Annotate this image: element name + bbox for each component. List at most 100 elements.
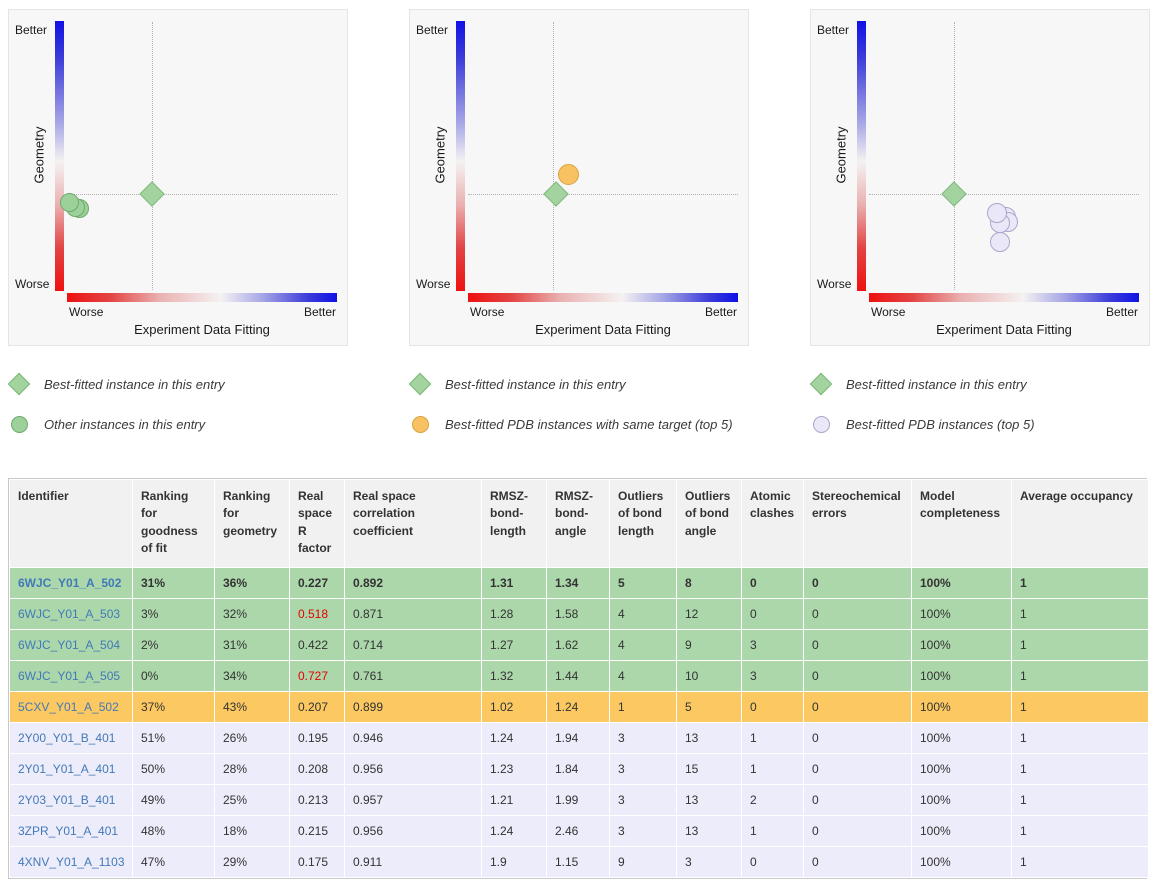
table-cell: 2% [132,629,215,661]
instances-table: Identifier Ranking for goodness of fit Ran… [9,479,1149,878]
table-cell: 1.02 [481,691,547,723]
table-row: 2Y01_Y01_A_401 50% 28% 0.208 0.956 1.23 1.84 3 1… [9,753,1149,785]
table-cell: 0.871 [344,598,482,630]
identifier-link[interactable]: 6WJC_Y01_A_505 [18,669,121,683]
table-cell: 3 [609,784,677,816]
table-cell: 1 [1011,846,1149,878]
quality-slider-panel-same-target: Better Worse Geometry Worse Better Exper… [409,9,749,346]
table-cell: 3 [741,660,804,692]
table-cell: 1 [741,722,804,754]
marker-layer [9,10,347,345]
table-cell: 0 [803,784,912,816]
marker-layer [410,10,748,345]
legend-label: Best-fitted instance in this entry [445,376,626,392]
table-cell: 48% [132,815,215,847]
table-cell: 31% [132,567,215,599]
table-cell: 29% [214,846,290,878]
table-cell: 1.44 [546,660,610,692]
table-cell: 1.15 [546,846,610,878]
table-cell: 1 [1011,815,1149,847]
table-cell: 2 [741,784,804,816]
legend-label: Other instances in this entry [44,416,206,432]
y-axis-worse-label: Worse [817,277,852,291]
legend-marker-wrap [810,415,832,433]
y-axis-worse-label: Worse [15,277,50,291]
table-cell: 1 [1011,598,1149,630]
identifier-link[interactable]: 6WJC_Y01_A_503 [18,607,121,621]
table-cell: 31% [214,629,290,661]
circle-marker [990,232,1010,252]
legend-label: Best-fitted PDB instances with same targ… [445,416,733,432]
diamond-legend-icon [408,372,432,396]
legend-marker-wrap [409,415,431,433]
geometry-colorbar [857,21,866,291]
identifier-link[interactable]: 4XNV_Y01_A_1103 [18,855,125,869]
identifier-link[interactable]: 6WJC_Y01_A_502 [18,576,122,590]
table-cell: 4 [609,598,677,630]
column-header: Identifier [9,479,133,568]
legend-item: Best-fitted instance in this entry [7,364,348,404]
table-header-row: Identifier Ranking for goodness of fit Ran… [9,479,1149,568]
table-cell: 1 [1011,753,1149,785]
table-cell: 0.911 [344,846,482,878]
table-cell: 25% [214,784,290,816]
fitting-colorbar [869,293,1139,302]
table-cell: 49% [132,784,215,816]
circle-legend-icon [411,415,429,433]
table-cell: 0.227 [289,567,345,599]
table-cell: 1 [1011,629,1149,661]
table-cell: 1.21 [481,784,547,816]
table-cell: 100% [911,846,1012,878]
circle-marker [987,203,1007,223]
table-cell: 8 [676,567,742,599]
table-cell: 1 [1011,784,1149,816]
table-cell: 0 [803,753,912,785]
column-header: Real space correlation coefficient [344,479,482,568]
table-cell: 100% [911,567,1012,599]
table-cell: 1.24 [481,815,547,847]
table-cell: 0.208 [289,753,345,785]
table-cell: 0.957 [344,784,482,816]
crosshair-vertical-line [152,22,153,290]
legend-label: Best-fitted PDB instances (top 5) [846,416,1035,432]
y-axis-better-label: Better [416,23,449,37]
table-cell: 0 [741,567,804,599]
identifier-link[interactable]: 5CXV_Y01_A_502 [18,700,119,714]
table-cell: 5 [609,567,677,599]
legend-marker-wrap [8,415,30,433]
table-body: 6WJC_Y01_A_502 31% 36% 0.227 0.892 1.31 1.34 5 8… [9,567,1149,878]
identifier-link[interactable]: 2Y00_Y01_B_401 [18,731,116,745]
table-cell: 100% [911,691,1012,723]
identifier-link[interactable]: 3ZPR_Y01_A_401 [18,824,119,838]
table-cell: 0.175 [289,846,345,878]
circle-legend-icon [10,415,28,433]
table-cell: 3 [741,629,804,661]
identifier-cell: 4XNV_Y01_A_1103 [9,846,133,878]
legend-item: Best-fitted instance in this entry [809,364,1150,404]
table-cell: 1 [1011,567,1149,599]
table-cell: 0.207 [289,691,345,723]
y-axis-worse-label: Worse [416,277,451,291]
legend-marker-wrap [7,372,31,396]
table-cell: 13 [676,815,742,847]
table-cell: 26% [214,722,290,754]
chart-legends: Best-fitted instance in this entry Other … [0,364,1155,444]
column-header: Stereochemical errors [803,479,912,568]
legend-same-target: Best-fitted instance in this entry Best-f… [408,364,749,444]
identifier-link[interactable]: 2Y01_Y01_A_401 [18,762,116,776]
identifier-link[interactable]: 6WJC_Y01_A_504 [18,638,121,652]
table-cell: 1.24 [546,691,610,723]
table-row: 4XNV_Y01_A_1103 47% 29% 0.175 0.911 1.9 1.15 9 3… [9,846,1149,878]
legend-marker-wrap [809,372,833,396]
identifier-link[interactable]: 2Y03_Y01_B_401 [18,793,116,807]
geometry-colorbar [456,21,465,291]
table-cell: 0 [741,598,804,630]
table-cell: 15 [676,753,742,785]
legend-item: Best-fitted instance in this entry [408,364,749,404]
table-cell: 4 [609,629,677,661]
table-cell: 0 [803,660,912,692]
table-cell: 4 [609,660,677,692]
x-axis-title: Experiment Data Fitting [936,322,1072,337]
table-cell: 47% [132,846,215,878]
table-cell: 100% [911,815,1012,847]
